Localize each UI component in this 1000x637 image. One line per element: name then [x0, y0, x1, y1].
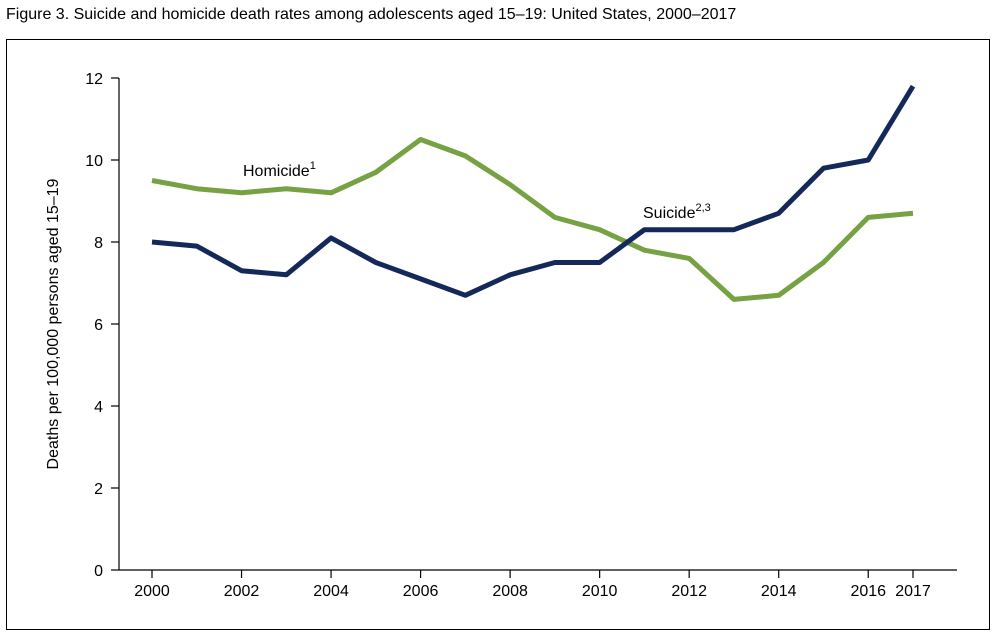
x-tick-label: 2010: [582, 583, 618, 600]
x-tick-label: 2000: [134, 583, 170, 600]
x-tick-label: 2004: [313, 583, 349, 600]
y-tick-label: 10: [85, 153, 103, 170]
homicide-line: [151, 137, 914, 302]
x-tick-label: 2014: [761, 583, 797, 600]
y-axis-label: Deaths per 100,000 persons aged 15–19: [45, 178, 62, 469]
y-tick-label: 6: [94, 317, 103, 334]
suicide-series-name: Suicide: [643, 205, 696, 222]
chart-frame: [6, 39, 990, 630]
series-labels: Homicide1 Suicide2,3: [243, 160, 711, 222]
y-tick-label: 0: [94, 563, 103, 580]
suicide-series-label: Suicide2,3: [643, 202, 711, 222]
homicide-series-name: Homicide: [243, 163, 310, 180]
suicide-series-footnote: 2,3: [695, 202, 710, 214]
x-tick-label: 2006: [403, 583, 439, 600]
x-tick-label: 2017: [895, 583, 931, 600]
homicide-series-footnote: 1: [310, 160, 316, 172]
x-axis-ticks: 2000 2002 2004 2006 2008 2010 2012 2014 2016 2017: [134, 570, 931, 600]
x-tick-label: 2008: [492, 583, 528, 600]
y-axis-ticks: 0 2 4 6 8 10 12: [85, 71, 119, 580]
x-tick-label: 2002: [224, 583, 260, 600]
y-tick-label: 8: [94, 235, 103, 252]
x-tick-label: 2016: [850, 583, 886, 600]
x-tick-label: 2012: [671, 583, 707, 600]
homicide-series-label: Homicide1: [243, 160, 316, 180]
y-tick-label: 4: [94, 399, 103, 416]
suicide-line: [151, 84, 916, 298]
y-tick-label: 12: [85, 71, 103, 88]
y-tick-label: 2: [94, 481, 103, 498]
figure-title: Figure 3. Suicide and homicide death rat…: [6, 6, 737, 23]
series-lines: [151, 84, 916, 302]
